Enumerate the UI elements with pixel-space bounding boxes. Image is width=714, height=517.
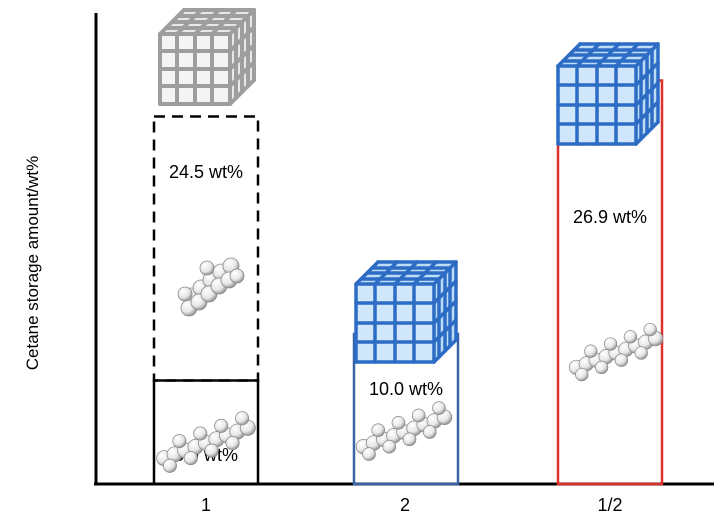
value-label-3: 26.9 wt% <box>573 207 647 227</box>
annotation-label-1: 24.5 wt% <box>169 162 243 182</box>
x-tick-label-2: 2 <box>400 495 410 515</box>
value-label-2: 10.0 wt% <box>369 379 443 399</box>
cetane-molecule-icon <box>177 257 245 317</box>
cetane-molecule-icon <box>568 322 664 382</box>
grey-framework-cube-icon <box>158 8 256 106</box>
blue-framework-cube-icon <box>556 42 660 146</box>
y-axis-label: Cetane storage amount/wt% <box>23 156 42 371</box>
cetane-molecule-icon <box>355 401 453 461</box>
bar-1-dashed-outline <box>152 115 260 382</box>
x-tick-label-3: 1/2 <box>597 495 622 515</box>
blue-framework-cube-icon <box>354 260 458 364</box>
x-tick-label-1: 1 <box>201 495 211 515</box>
